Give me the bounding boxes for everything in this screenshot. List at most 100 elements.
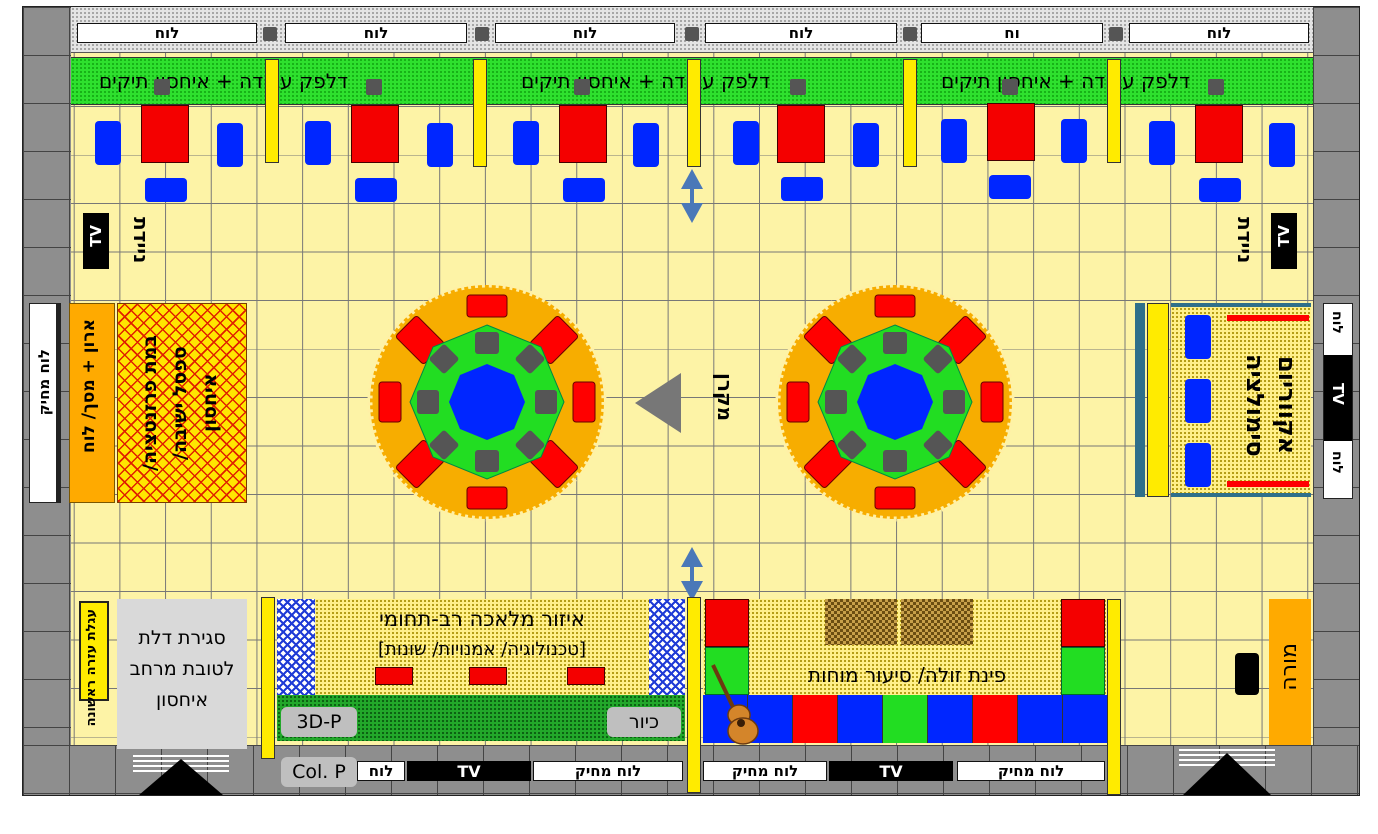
projector-label: מקרן — [713, 373, 737, 422]
relax-corner-label: פינת זולה/ סיעור מוחות — [807, 663, 1007, 687]
left-tv — [83, 213, 109, 269]
presentation-stage-label: במת פרזנטציה/ ספסל ישיבה/ איחסון — [139, 335, 221, 471]
outlet-icon — [1109, 27, 1123, 41]
guitar-icon — [711, 664, 759, 745]
first-aid-label: עגלת עזרה ראשונה — [84, 609, 99, 727]
top-board-6: לוח — [1129, 23, 1309, 43]
right-tv-label: TV — [1275, 225, 1293, 247]
chair — [989, 175, 1031, 199]
chair — [355, 178, 397, 202]
chair — [853, 123, 879, 167]
center-post — [687, 597, 701, 793]
chair — [941, 119, 967, 163]
workstation-desk — [1195, 105, 1243, 163]
seat-green — [1061, 647, 1105, 695]
arrow-up-icon — [681, 169, 703, 223]
divider-post — [687, 59, 701, 167]
bottom-board-4: לוח מחיק — [957, 761, 1105, 781]
work-counter-label-1: דלפק עבודה + איחסון תיקים — [99, 69, 349, 93]
bottom-tv-2: TV — [829, 761, 953, 781]
chair — [781, 177, 823, 201]
workstation-desk — [141, 105, 189, 163]
workstation-desk — [987, 103, 1035, 161]
printer-3d: 3D-P — [281, 707, 357, 737]
first-aid-cart — [79, 601, 109, 701]
color-printer: Col. P — [281, 757, 357, 787]
storage-door-label: סגירת דלת לטובת מרחב איחסון — [129, 627, 235, 711]
chair — [1149, 121, 1175, 165]
outlet-icon — [903, 27, 917, 41]
chair — [95, 121, 121, 165]
chair — [563, 178, 605, 202]
left-tv-label: TV — [87, 225, 105, 247]
outlet-icon — [1002, 79, 1018, 95]
chair — [733, 121, 759, 165]
outlet-icon — [366, 79, 382, 95]
workstation-desk — [559, 105, 607, 163]
craft-post — [261, 597, 275, 759]
aquarium-label: אקווריום סימולציה — [1241, 353, 1301, 457]
left-whiteboard — [29, 303, 61, 503]
chair — [427, 123, 453, 167]
sink: כיור — [607, 707, 681, 737]
seat-red — [1061, 599, 1105, 647]
workstation-desk — [351, 105, 399, 163]
divider-post — [1107, 59, 1121, 163]
arrow-down-icon — [681, 547, 703, 601]
top-board-2: לוח — [285, 23, 467, 43]
workstation-desk — [777, 105, 825, 163]
divider-post — [265, 59, 279, 163]
bottom-board-3: לוח מחיק — [703, 761, 827, 781]
right-tv — [1271, 213, 1297, 269]
bottom-board-1: לוח — [357, 761, 405, 781]
outlet-icon — [790, 79, 806, 95]
right-wall-board-1: לוח — [1329, 311, 1345, 334]
chair — [305, 121, 331, 165]
left-whiteboard-label: לוח מחיק — [35, 349, 53, 416]
stool — [469, 667, 507, 685]
left-cabinet — [69, 303, 115, 503]
left-mobile-cart: ניידת — [129, 217, 153, 264]
seat-red — [705, 599, 749, 647]
right-wall-tv — [1324, 355, 1352, 441]
outlet-icon — [154, 79, 170, 95]
chair — [513, 121, 539, 165]
chair — [1185, 315, 1211, 359]
craft-area-subtitle: [טכנולוגיה/ אמנויות/ שונות] — [378, 639, 586, 660]
outlet-icon — [263, 27, 277, 41]
right-wall-tv-label: TV — [1329, 383, 1347, 405]
teacher-chair — [1235, 653, 1259, 695]
teacher-desk-label: מורה — [1277, 643, 1302, 691]
craft-area-title: איזור מלאכה רב-תחומי — [379, 607, 585, 631]
teacher-desk — [1269, 599, 1311, 745]
relax-post — [1107, 599, 1121, 795]
aquarium-frame — [1135, 303, 1145, 497]
stairs-icon — [133, 755, 229, 795]
chair — [1199, 178, 1241, 202]
top-board-1: לוח — [77, 23, 257, 43]
work-counter-label-2: דלפק עבודה + איחסון תיקים — [521, 69, 771, 93]
classroom-floor-plan: לוח לוח לוח לוח וח לוח דלפק עבודה + איחס… — [22, 6, 1360, 796]
outlet-icon — [574, 79, 590, 95]
divider-post — [903, 59, 917, 167]
aquarium-post — [1147, 303, 1169, 497]
right-wall-board-2: לוח — [1329, 451, 1345, 474]
stairs-icon — [1179, 749, 1275, 795]
right-mobile-cart: ניידת — [1233, 217, 1257, 264]
floor-cushion — [901, 599, 973, 645]
chair — [1185, 379, 1211, 423]
top-board-3: לוח — [495, 23, 675, 43]
chair — [1061, 119, 1087, 163]
left-cabinet-label: ארון + מסך/ לוח — [79, 319, 99, 453]
bottom-tv-1: TV — [407, 761, 531, 781]
chair — [217, 123, 243, 167]
bottom-board-2: לוח מחיק — [533, 761, 683, 781]
aquarium-red-bar — [1227, 315, 1309, 321]
outlet-icon — [475, 27, 489, 41]
round-table-left — [367, 282, 607, 522]
color-blocks — [703, 695, 1107, 743]
presentation-stage — [117, 303, 247, 503]
top-board-5: וח — [921, 23, 1103, 43]
craft-hatch-left — [277, 599, 315, 695]
round-table-right — [775, 282, 1015, 522]
